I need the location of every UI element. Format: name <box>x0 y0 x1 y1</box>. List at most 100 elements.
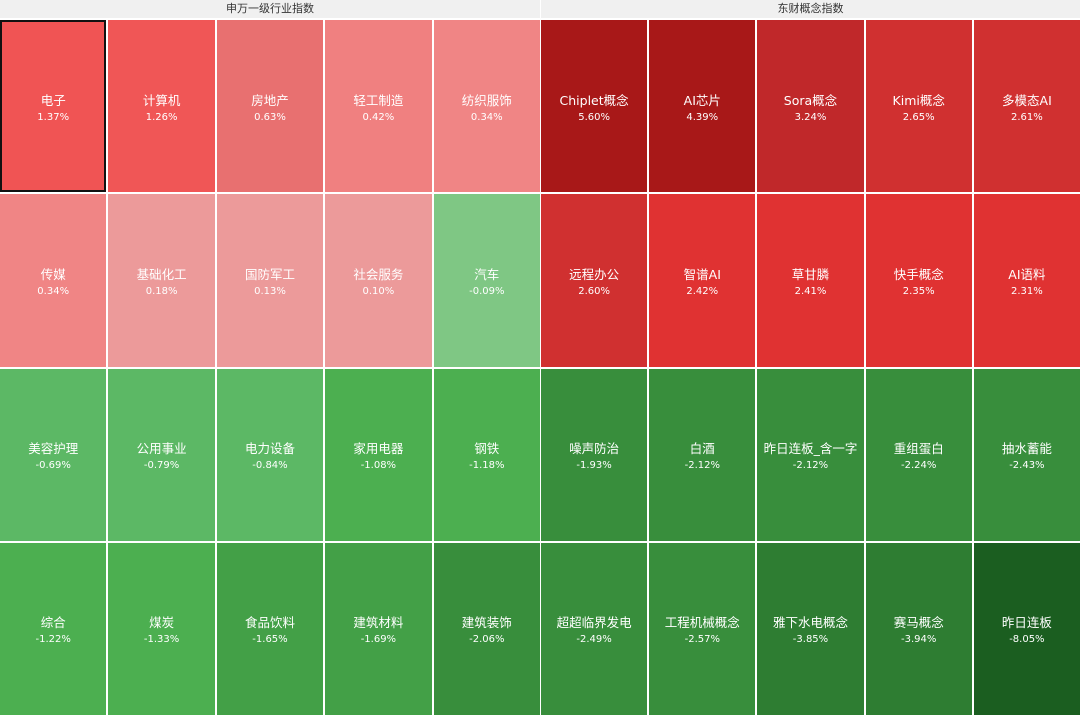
tile-change: -2.24% <box>901 460 937 472</box>
tile-name: 汽车 <box>474 266 500 282</box>
tile[interactable]: 昨日连板 -8.05% <box>973 542 1080 715</box>
tile-name: 工程机械概念 <box>664 615 740 631</box>
tile[interactable]: 白酒 -2.12% <box>649 368 756 541</box>
tile-change: 5.60% <box>578 111 610 123</box>
tile[interactable]: 建筑材料 -1.69% <box>325 542 432 715</box>
tile-name: Chiplet概念 <box>559 92 629 108</box>
tile-name: 煤炭 <box>149 615 175 631</box>
tile-name: 快手概念 <box>893 266 944 282</box>
tile-grid: Chiplet概念 5.60% AI芯片 4.39% Sora概念 3.24% Kimi概念… <box>541 18 1080 715</box>
tile[interactable]: 国防军工 0.13% <box>216 194 324 367</box>
tile[interactable]: 电子 1.37% <box>0 20 107 193</box>
tile[interactable]: 智谱AI 2.42% <box>649 194 756 367</box>
tile-name: 建筑装饰 <box>461 615 512 631</box>
tile-change: 1.26% <box>145 111 178 123</box>
tile-change: -0.69% <box>35 460 71 472</box>
tile[interactable]: AI芯片 4.39% <box>649 20 756 193</box>
tile-change: 0.42% <box>362 111 395 123</box>
tile-change: -2.49% <box>576 634 612 646</box>
tile-name: 昨日连板_含一字 <box>763 441 858 457</box>
tile-change: -1.33% <box>143 634 180 646</box>
tile[interactable]: 雅下水电概念 -3.85% <box>757 542 864 715</box>
tile-name: 综合 <box>40 615 66 631</box>
tile-change: -2.43% <box>1009 460 1045 472</box>
tile[interactable]: 昨日连板_含一字 -2.12% <box>757 368 864 541</box>
tile[interactable]: 纺织服饰 0.34% <box>433 20 540 193</box>
tile[interactable]: 综合 -1.22% <box>0 542 107 715</box>
tile[interactable]: 超超临界发电 -2.49% <box>541 542 648 715</box>
tile[interactable]: 汽车 -0.09% <box>433 194 540 367</box>
tile[interactable]: 噪声防治 -1.93% <box>541 368 648 541</box>
tile-name: 基础化工 <box>136 266 187 282</box>
tile-change: -3.85% <box>792 634 829 646</box>
tile-change: 2.35% <box>902 285 935 297</box>
tile-name: 美容护理 <box>28 441 79 457</box>
tile[interactable]: AI语料 2.31% <box>973 194 1080 367</box>
tile-name: 白酒 <box>689 441 715 457</box>
tile-name: 雅下水电概念 <box>772 615 848 631</box>
tile[interactable]: 计算机 1.26% <box>108 20 215 193</box>
tile[interactable]: 建筑装饰 -2.06% <box>433 542 540 715</box>
tile-name: 计算机 <box>142 92 181 108</box>
tile-change: 1.37% <box>37 111 70 123</box>
tile-name: AI语料 <box>1008 266 1046 282</box>
tile-name: 超超临界发电 <box>556 615 632 631</box>
tile-name: 草甘膦 <box>791 266 830 282</box>
tile-name: 公用事业 <box>136 441 187 457</box>
tile[interactable]: 钢铁 -1.18% <box>433 368 540 541</box>
tile[interactable]: 赛马概念 -3.94% <box>865 542 972 715</box>
tile[interactable]: 快手概念 2.35% <box>865 194 972 367</box>
panel: 东财概念指数 Chiplet概念 5.60% AI芯片 4.39% Sora概念 3.24%… <box>540 0 1080 715</box>
tile-name: 房地产 <box>251 92 289 108</box>
tile[interactable]: 公用事业 -0.79% <box>108 368 215 541</box>
tile-name: 传媒 <box>40 266 66 282</box>
tile-name: 电子 <box>40 92 66 108</box>
tile-change: -0.84% <box>252 460 288 472</box>
tile-change: 0.13% <box>254 285 286 297</box>
tile[interactable]: 草甘膦 2.41% <box>757 194 864 367</box>
tile[interactable]: 工程机械概念 -2.57% <box>649 542 756 715</box>
tile[interactable]: 美容护理 -0.69% <box>0 368 107 541</box>
tile[interactable]: Chiplet概念 5.60% <box>541 20 648 193</box>
tile[interactable]: 社会服务 0.10% <box>325 194 432 367</box>
tile-name: 昨日连板 <box>1001 615 1052 631</box>
tile-change: -1.93% <box>576 460 612 472</box>
tile-change: 2.61% <box>1011 111 1043 123</box>
tile-change: -1.08% <box>360 460 397 472</box>
tile[interactable]: 房地产 0.63% <box>216 20 324 193</box>
tile-grid: 电子 1.37% 计算机 1.26% 房地产 0.63% 轻工制造 0.42% 纺织服饰 0.34… <box>0 18 540 715</box>
tile-change: -1.18% <box>469 460 505 472</box>
tile[interactable]: 基础化工 0.18% <box>108 194 215 367</box>
tile-name: 重组蛋白 <box>893 441 944 457</box>
tile[interactable]: 抽水蓄能 -2.43% <box>973 368 1080 541</box>
tile[interactable]: Sora概念 3.24% <box>757 20 864 193</box>
tile-name: 钢铁 <box>474 441 500 457</box>
tile-change: -1.22% <box>35 634 71 646</box>
tile[interactable]: 重组蛋白 -2.24% <box>865 368 972 541</box>
tile-name: 赛马概念 <box>893 615 944 631</box>
tile[interactable]: 传媒 0.34% <box>0 194 107 367</box>
tile[interactable]: 煤炭 -1.33% <box>108 542 215 715</box>
tile[interactable]: Kimi概念 2.65% <box>865 20 972 193</box>
tile-name: 抽水蓄能 <box>1001 441 1052 457</box>
tile-name: Sora概念 <box>783 92 838 108</box>
tile-name: 轻工制造 <box>353 92 404 108</box>
tile[interactable]: 远程办公 2.60% <box>541 194 648 367</box>
tile-change: 0.63% <box>254 111 286 123</box>
tile-name: AI芯片 <box>683 92 721 108</box>
tile-name: 建筑材料 <box>353 615 404 631</box>
tile[interactable]: 轻工制造 0.42% <box>325 20 432 193</box>
tile-change: 2.60% <box>578 285 610 297</box>
tile-change: 2.65% <box>902 111 935 123</box>
tile[interactable]: 多模态AI 2.61% <box>973 20 1080 193</box>
tile-change: 2.41% <box>794 285 827 297</box>
tile-change: -2.12% <box>792 460 829 472</box>
tile-name: 噪声防治 <box>569 441 620 457</box>
tile-change: -8.05% <box>1009 634 1045 646</box>
tile[interactable]: 食品饮料 -1.65% <box>216 542 324 715</box>
tile-change: -1.69% <box>360 634 397 646</box>
tile[interactable]: 家用电器 -1.08% <box>325 368 432 541</box>
tile-change: -1.65% <box>252 634 288 646</box>
tile-name: 国防军工 <box>244 266 295 282</box>
tile[interactable]: 电力设备 -0.84% <box>216 368 324 541</box>
